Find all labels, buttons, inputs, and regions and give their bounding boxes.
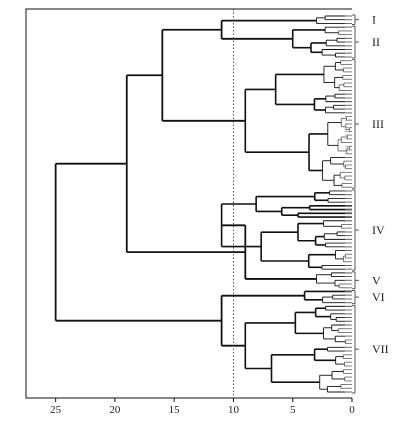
cluster-label-VI: VI bbox=[372, 290, 385, 304]
cluster-label-III: III bbox=[372, 117, 384, 131]
dendrogram-tree bbox=[54, 15, 352, 393]
x-tick-label: 15 bbox=[169, 404, 181, 416]
cluster-label-II: II bbox=[372, 35, 380, 49]
cluster-label-VII: VII bbox=[372, 342, 389, 356]
plot-frame bbox=[25, 8, 352, 399]
cluster-label-IV: IV bbox=[372, 223, 385, 237]
x-tick-label: 0 bbox=[349, 404, 355, 416]
x-axis: 25 20 15 10 5 0 bbox=[50, 398, 355, 416]
x-tick-label: 25 bbox=[50, 404, 62, 416]
plot-border bbox=[25, 8, 352, 399]
cluster-label-I: I bbox=[372, 13, 376, 27]
cluster-label-V: V bbox=[372, 273, 381, 287]
x-tick-label: 5 bbox=[290, 404, 296, 416]
x-tick-label: 20 bbox=[109, 404, 121, 416]
x-tick-label: 10 bbox=[228, 404, 240, 416]
